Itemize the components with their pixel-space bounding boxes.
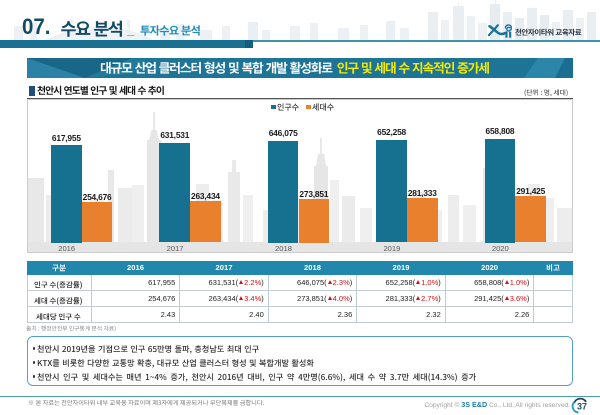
svg-text:37: 37 [577,401,587,411]
